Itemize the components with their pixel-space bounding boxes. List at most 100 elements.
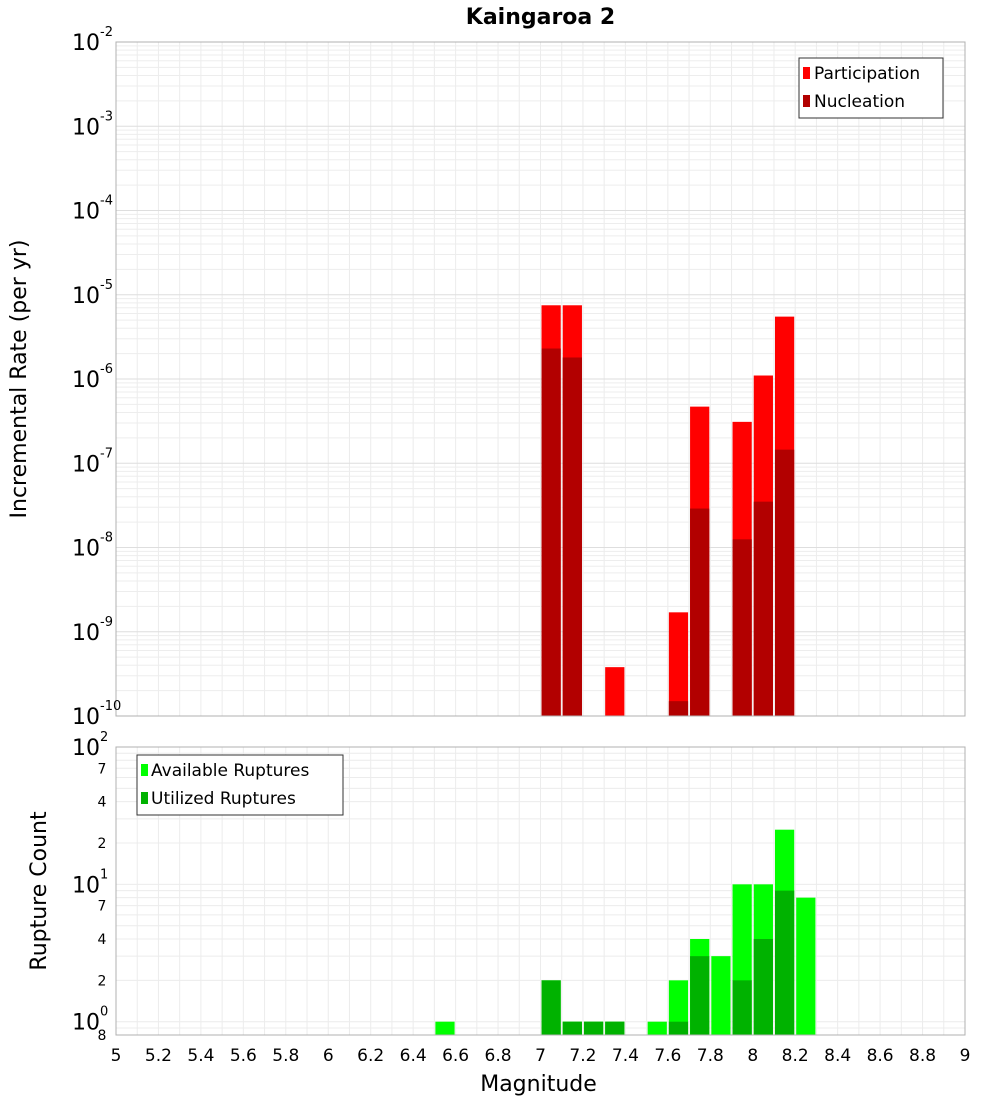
y-tick-exponent: -3: [100, 109, 113, 124]
bar-utilized-ruptures: [541, 980, 561, 1035]
y-tick-label: 102: [72, 730, 108, 761]
legend-label: Participation: [814, 64, 920, 84]
y-tick-label: 10-9: [72, 615, 113, 646]
x-tick-label: 6.6: [442, 1046, 469, 1066]
x-tick-label: 8.6: [867, 1046, 894, 1066]
bar-utilized-ruptures: [774, 890, 795, 1035]
y-minor-tick-label: 4: [98, 932, 107, 948]
top-grid: [115, 42, 966, 717]
y-tick-exponent: -4: [100, 194, 113, 209]
top-y-axis-label: Incremental Rate (per yr): [7, 240, 32, 519]
x-tick-label: 8: [747, 1046, 758, 1066]
bar-participation: [668, 612, 689, 716]
legend-swatch: [803, 95, 810, 107]
x-tick-label: 7: [535, 1046, 546, 1066]
legend-swatch: [141, 792, 148, 804]
bar-nucleation: [774, 449, 795, 716]
bar-available-ruptures: [668, 980, 689, 1035]
legend-label: Nucleation: [814, 92, 905, 112]
y-minor-tick-label: 8: [98, 1028, 107, 1044]
y-tick-exponent: -5: [100, 278, 113, 293]
x-tick-label: 6: [323, 1046, 334, 1066]
series-nucleation: [541, 348, 795, 716]
bar-nucleation: [541, 348, 561, 716]
y-tick-label: 10-6: [72, 362, 113, 393]
y-minor-tick-label: 2: [98, 836, 107, 852]
bar-utilized-ruptures: [668, 1021, 689, 1035]
bar-available-ruptures: [647, 1021, 667, 1035]
legend-label: Available Ruptures: [151, 761, 309, 781]
x-tick-label: 7.8: [697, 1046, 724, 1066]
y-tick-label: 10-3: [72, 109, 113, 140]
legend-box: [136, 754, 344, 816]
legend-label: Utilized Ruptures: [151, 789, 296, 809]
x-tick-label: 5.4: [187, 1046, 214, 1066]
y-tick-exponent: -8: [100, 531, 113, 546]
bottom-legend: Available Ruptures Utilized Ruptures: [136, 754, 344, 816]
y-tick-label: 10-8: [72, 531, 113, 562]
x-tick-label: 7.2: [569, 1046, 596, 1066]
x-tick-label: 7.6: [654, 1046, 681, 1066]
top-y-ticks: 10-10 10-9 10-8 10-7 10-6 10-5 10-4 10-3 10-2: [72, 25, 121, 730]
bar-available-ruptures: [711, 956, 731, 1035]
bar-available-ruptures: [435, 1021, 455, 1035]
bar-nucleation: [690, 508, 710, 716]
y-minor-tick-label: 7: [98, 899, 107, 915]
top-panel: 10-10 10-9 10-8 10-7 10-6 10-5 10-4 10-3 10-2 Inc…: [7, 25, 966, 730]
legend-swatch: [141, 764, 148, 776]
legend-box: [798, 57, 944, 119]
y-tick-label: 101: [72, 867, 108, 898]
bar-utilized-ruptures: [583, 1021, 604, 1035]
bar-utilized-ruptures: [562, 1021, 582, 1035]
bar-nucleation: [753, 501, 773, 716]
chart-title: Kaingaroa 2: [466, 5, 615, 30]
y-tick-label: 10-7: [72, 446, 113, 477]
x-tick-label: 8.8: [909, 1046, 936, 1066]
x-tick-label: 7.4: [612, 1046, 639, 1066]
bottom-plot-border: [115, 746, 966, 1036]
x-tick-label: 6.2: [357, 1046, 384, 1066]
y-tick-exponent: 2: [100, 730, 108, 745]
bar-nucleation: [668, 701, 689, 716]
bar-nucleation: [732, 539, 752, 716]
x-ticks: 5 5.2 5.4 5.6 5.8 6 6.2 6.4 6.6 6.8 7 7.2 7.4 7.6 7.8 8…: [111, 1046, 971, 1066]
bar-utilized-ruptures: [732, 980, 752, 1035]
bar-utilized-ruptures: [753, 939, 773, 1035]
x-tick-label: 6.8: [485, 1046, 512, 1066]
y-tick-exponent: -9: [100, 615, 113, 630]
y-tick-exponent: 1: [100, 867, 108, 882]
y-tick-label: 10-5: [72, 278, 113, 309]
y-minor-tick-label: 4: [98, 795, 107, 811]
y-tick-label: 10-4: [72, 194, 113, 225]
x-tick-label: 5: [111, 1046, 122, 1066]
x-tick-label: 5.2: [145, 1046, 172, 1066]
x-axis-label: Magnitude: [480, 1072, 597, 1097]
y-minor-tick-label: 2: [98, 973, 107, 989]
bar-nucleation: [562, 357, 582, 716]
y-minor-tick-label: 7: [98, 761, 107, 777]
top-legend: Participation Nucleation: [798, 57, 944, 119]
x-tick-label: 6.4: [400, 1046, 427, 1066]
top-plot-border: [115, 41, 966, 717]
y-tick-label: 10-10: [72, 699, 121, 730]
y-tick-label: 10-2: [72, 25, 113, 56]
x-tick-label: 5.8: [272, 1046, 299, 1066]
x-tick-label: 8.2: [782, 1046, 809, 1066]
series-utilized-ruptures: [541, 890, 795, 1035]
x-tick-label: 5.6: [230, 1046, 257, 1066]
legend-swatch: [803, 67, 810, 79]
y-tick-exponent: 0: [100, 1005, 108, 1020]
y-tick-exponent: -7: [100, 446, 113, 461]
x-tick-label: 9: [960, 1046, 971, 1066]
bottom-y-axis-label: Rupture Count: [27, 811, 52, 971]
bar-available-ruptures: [796, 897, 816, 1035]
x-tick-label: 8.4: [824, 1046, 851, 1066]
y-tick-exponent: -6: [100, 362, 113, 377]
y-tick-exponent: -10: [100, 699, 121, 714]
bar-participation: [605, 667, 625, 716]
bar-utilized-ruptures: [690, 956, 710, 1035]
y-tick-exponent: -2: [100, 25, 113, 40]
bar-utilized-ruptures: [605, 1021, 625, 1035]
